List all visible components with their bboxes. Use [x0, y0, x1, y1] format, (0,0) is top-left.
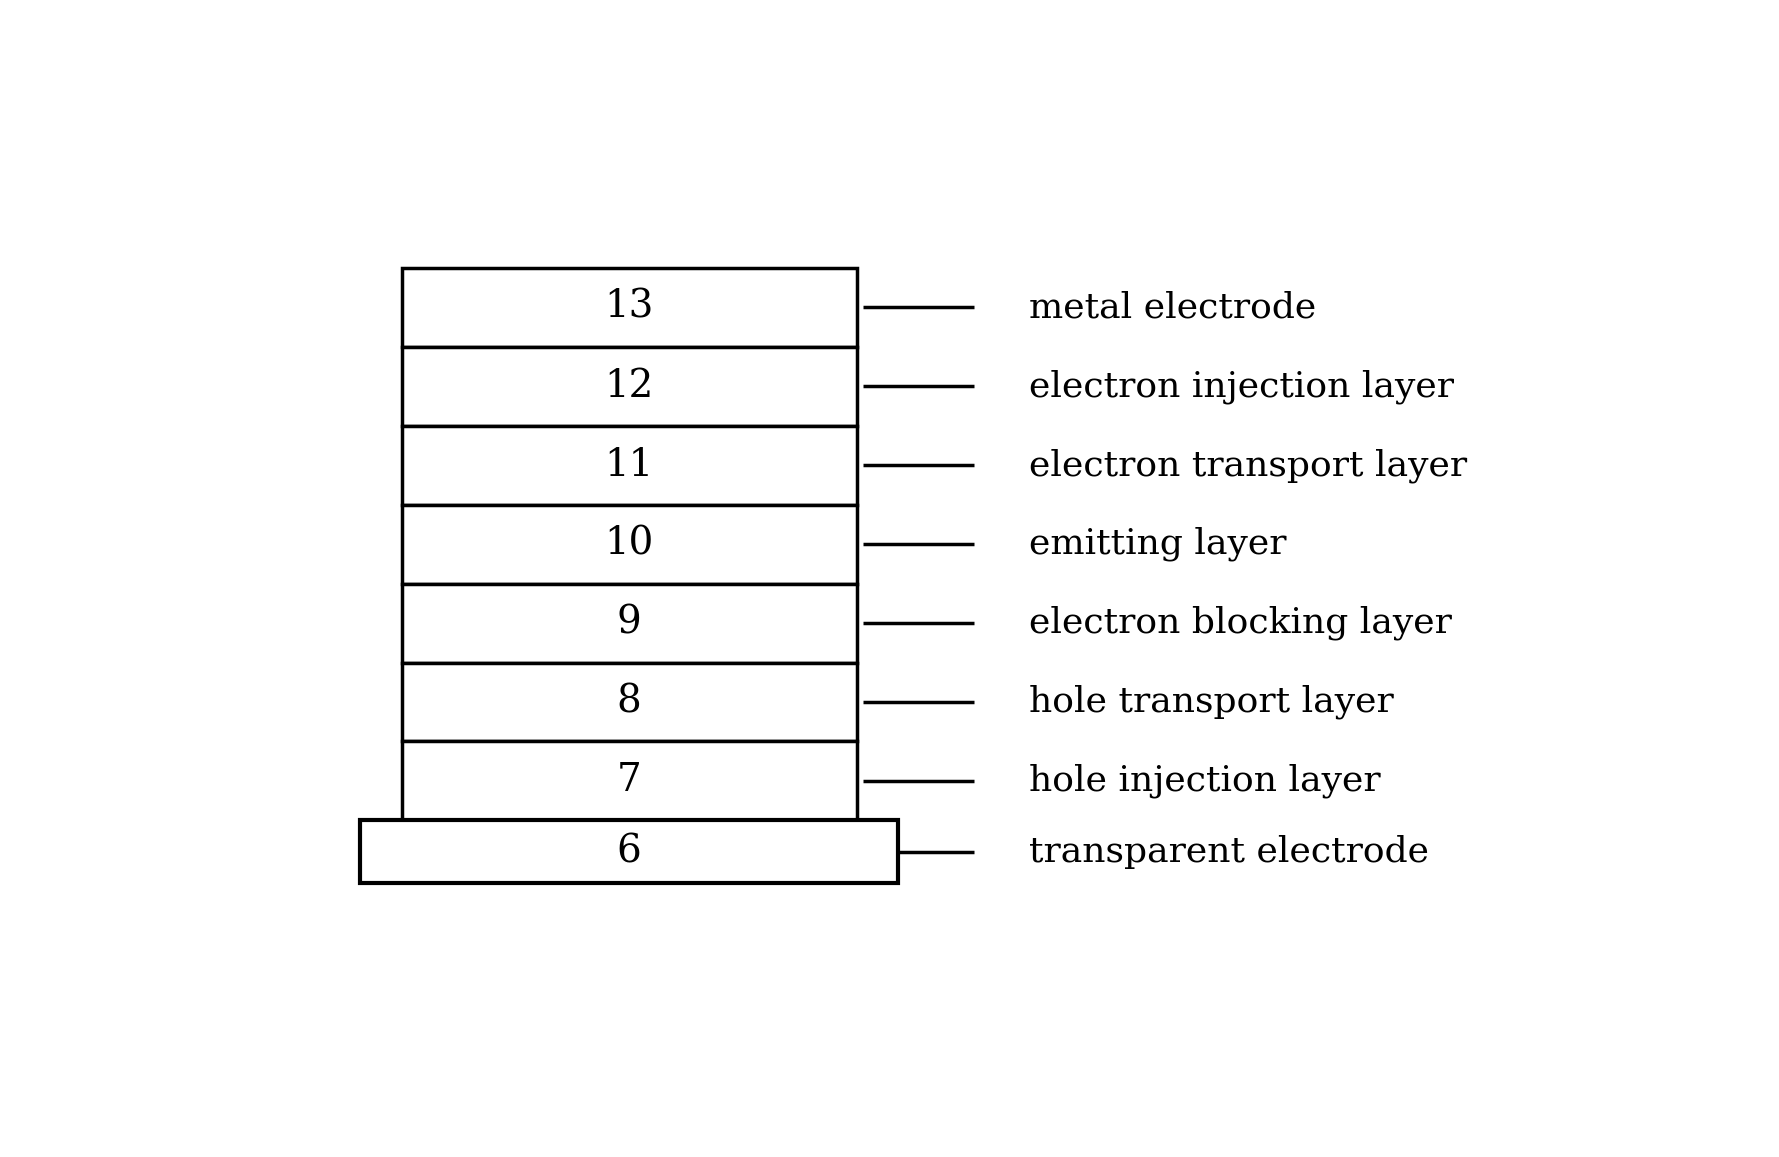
Text: hole injection layer: hole injection layer: [1028, 764, 1381, 798]
Text: 7: 7: [617, 762, 642, 799]
Text: emitting layer: emitting layer: [1028, 526, 1286, 561]
Text: 8: 8: [617, 684, 642, 721]
Text: 9: 9: [617, 605, 642, 642]
Bar: [402, 426, 857, 504]
Bar: [402, 742, 857, 820]
Text: 13: 13: [605, 289, 655, 326]
Text: metal electrode: metal electrode: [1028, 290, 1316, 324]
Bar: [402, 268, 857, 347]
Text: 6: 6: [617, 833, 642, 870]
Text: 12: 12: [605, 368, 655, 405]
Text: electron injection layer: electron injection layer: [1028, 369, 1453, 404]
Text: hole transport layer: hole transport layer: [1028, 685, 1393, 720]
Bar: [402, 504, 857, 583]
Text: transparent electrode: transparent electrode: [1028, 834, 1429, 869]
Text: 10: 10: [605, 525, 655, 562]
Text: 11: 11: [605, 447, 653, 484]
Bar: [402, 663, 857, 742]
Bar: [361, 820, 898, 883]
Text: electron transport layer: electron transport layer: [1028, 448, 1468, 482]
Bar: [402, 347, 857, 426]
Text: electron blocking layer: electron blocking layer: [1028, 606, 1452, 640]
Bar: [402, 583, 857, 663]
